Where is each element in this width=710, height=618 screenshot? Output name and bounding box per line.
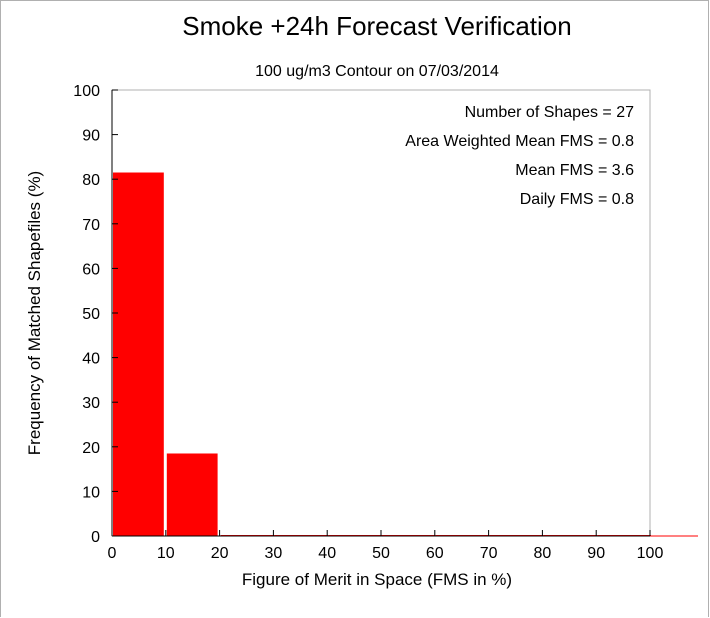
- y-tick-label: 20: [82, 440, 100, 457]
- y-tick-label: 0: [91, 529, 100, 546]
- stats-annotation: Number of Shapes = 27: [465, 104, 635, 121]
- chart-title: Smoke +24h Forecast Verification: [182, 11, 571, 41]
- stats-annotation: Area Weighted Mean FMS = 0.8: [405, 133, 634, 150]
- y-tick-label: 10: [82, 484, 100, 501]
- y-axis-label: Frequency of Matched Shapefiles (%): [25, 171, 44, 455]
- x-tick-label: 10: [157, 545, 175, 562]
- histogram-bar: [113, 172, 164, 536]
- y-tick-label: 100: [73, 83, 100, 100]
- x-tick-label: 70: [480, 545, 498, 562]
- histogram-bar: [166, 453, 218, 536]
- x-tick-label: 0: [108, 545, 117, 562]
- stats-annotation: Mean FMS = 3.6: [515, 162, 634, 179]
- plot-area: 0 10 20 30 40 50 60 70 80 90 100 0 10 20 30 40 50 60 70 80 9…: [73, 83, 698, 562]
- stats-annotation: Daily FMS = 0.8: [520, 191, 634, 208]
- x-tick-label: 30: [265, 545, 283, 562]
- y-tick-label: 90: [82, 128, 100, 145]
- y-tick-label: 30: [82, 395, 100, 412]
- x-tick-label: 60: [426, 545, 444, 562]
- x-tick-label: 20: [211, 545, 229, 562]
- x-axis-label: Figure of Merit in Space (FMS in %): [242, 570, 512, 589]
- y-tick-label: 60: [82, 261, 100, 278]
- y-tick-label: 70: [82, 217, 100, 234]
- y-tick-label: 50: [82, 306, 100, 323]
- chart-subtitle: 100 ug/m3 Contour on 07/03/2014: [255, 63, 499, 80]
- y-tick-label: 40: [82, 351, 100, 368]
- y-tick-label: 80: [82, 172, 100, 189]
- x-tick-label: 40: [318, 545, 336, 562]
- x-tick-label: 80: [534, 545, 552, 562]
- x-tick-label: 90: [587, 545, 605, 562]
- x-tick-label: 100: [637, 545, 664, 562]
- x-tick-label: 50: [372, 545, 390, 562]
